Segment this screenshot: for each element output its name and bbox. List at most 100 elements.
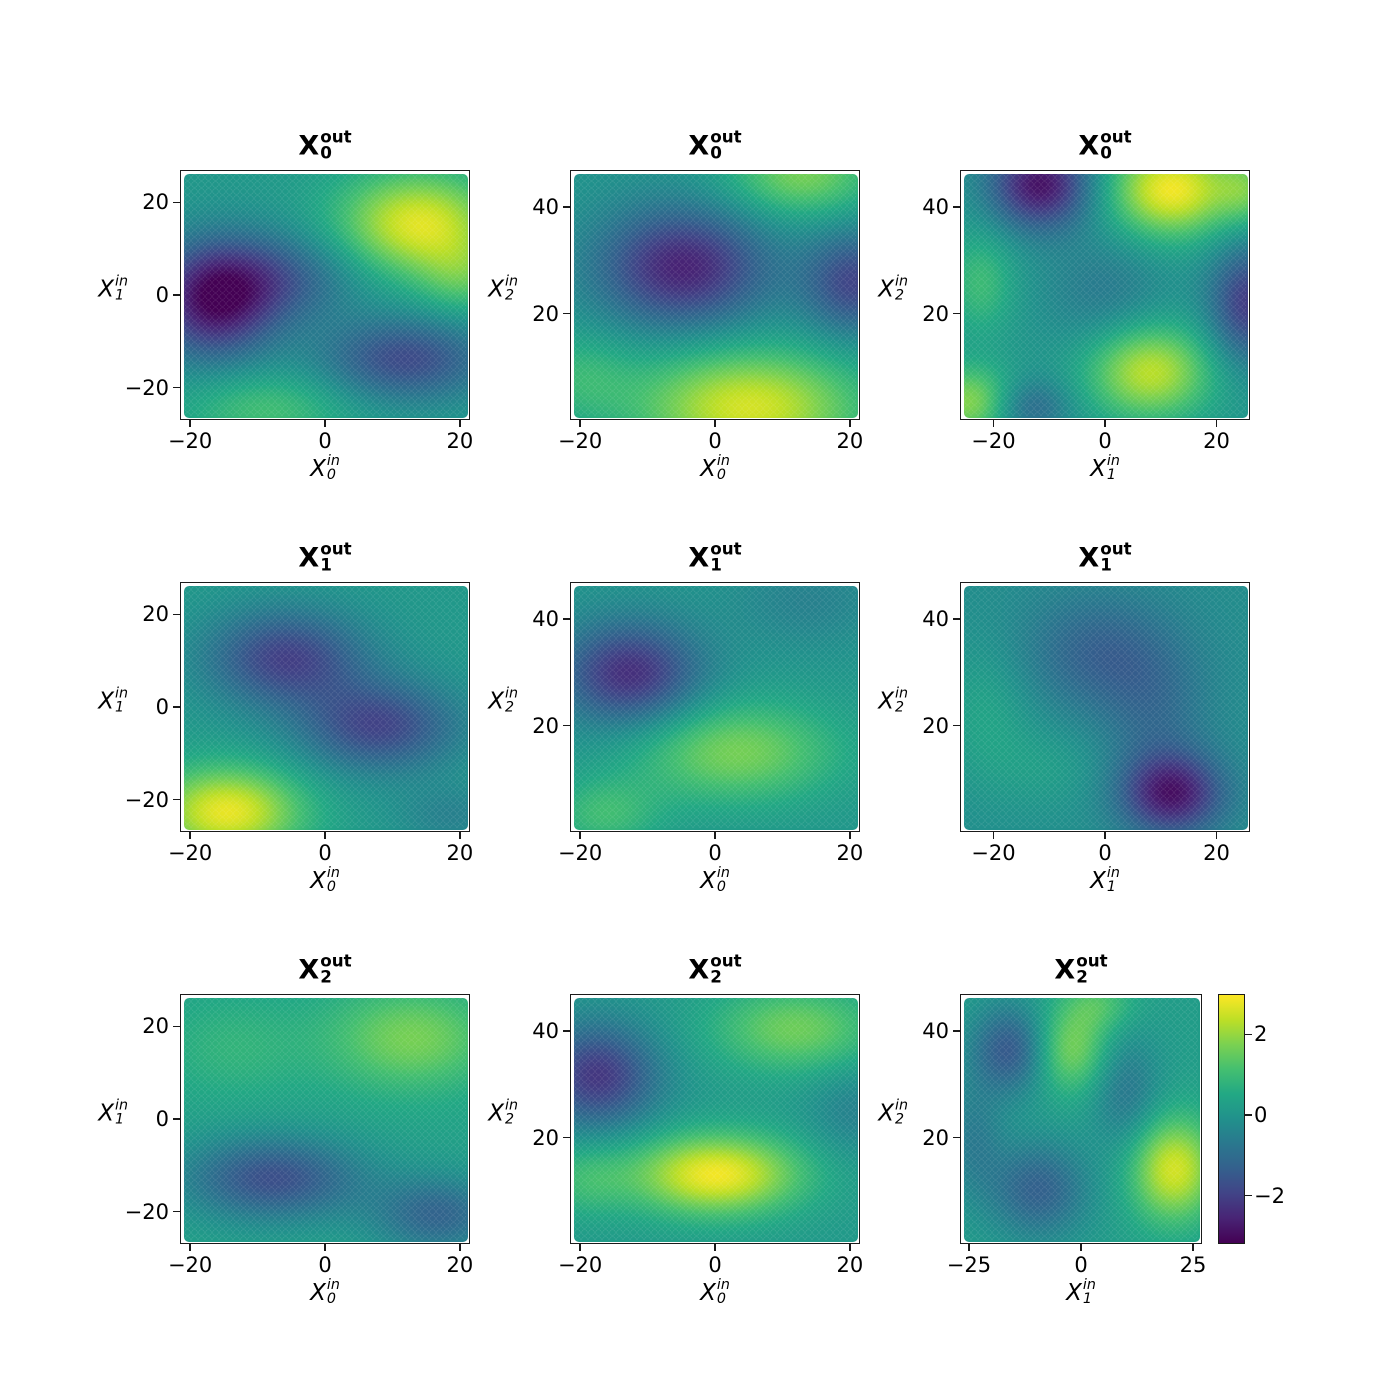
title-superscript: out	[1100, 126, 1132, 147]
y-tick-mark	[563, 1136, 570, 1139]
x-tick-label: −20	[167, 1253, 213, 1277]
colorbar-tick-mark	[1245, 1194, 1252, 1197]
x-tick-label: 0	[1098, 429, 1112, 453]
x-tick-mark	[459, 832, 461, 839]
xlabel-script-stack: in 0	[717, 454, 730, 482]
heatmap-canvas	[964, 586, 1248, 830]
ylabel-superscript: in	[505, 685, 518, 702]
ylabel-superscript: in	[115, 685, 128, 702]
y-tick-label: −20	[124, 375, 169, 400]
y-tick-label: 40	[532, 1019, 559, 1044]
heatmap-canvas	[574, 174, 858, 418]
xlabel-superscript: in	[716, 864, 730, 881]
y-tick-label: 20	[142, 602, 169, 627]
ylabel-superscript: in	[115, 273, 128, 290]
xlabel-superscript: in	[716, 1276, 730, 1293]
y-tick-label: 20	[142, 190, 169, 215]
x-tick-mark	[992, 420, 995, 427]
xlabel-subscript: 1	[1082, 1290, 1092, 1307]
y-tick-mark	[173, 1210, 180, 1213]
colorbar-gradient	[1218, 994, 1245, 1244]
x-tick-mark	[189, 420, 191, 427]
x-tick-label: −25	[946, 1253, 992, 1277]
ylabel-script-stack: in 2	[505, 685, 518, 714]
heatmap-canvas	[964, 998, 1200, 1242]
title-superscript: out	[1076, 950, 1108, 971]
title-subscript: 2	[320, 966, 332, 987]
x-tick-label: 20	[1203, 429, 1230, 453]
xlabel-base: X	[310, 1280, 326, 1307]
title-subscript: 2	[1076, 966, 1088, 987]
x-tick-label: 0	[708, 429, 722, 453]
title-superscript: out	[710, 950, 742, 971]
xlabel-superscript: in	[326, 864, 340, 881]
y-tick-mark	[173, 798, 180, 801]
x-tick-label: −20	[557, 841, 603, 865]
title-subscript: 0	[1100, 142, 1112, 163]
ylabel-base: X	[878, 1100, 894, 1127]
xlabel-script-stack: in 1	[1107, 866, 1120, 894]
ylabel-superscript: in	[115, 1097, 128, 1114]
ylabel-base: X	[878, 688, 894, 715]
ylabel-script-stack: in 2	[505, 274, 518, 303]
x-tick-mark	[849, 420, 851, 427]
xlabel-base: X	[700, 868, 716, 895]
xlabel-superscript: in	[1082, 1276, 1096, 1293]
x-tick-mark	[1080, 1244, 1082, 1251]
x-tick-mark	[849, 832, 851, 839]
x-tick-mark	[714, 420, 716, 427]
ylabel-subscript: 2	[505, 286, 515, 303]
y-tick-label: −20	[124, 1199, 169, 1224]
colorbar-tick-label: 0	[1254, 1102, 1268, 1127]
y-tick-mark	[563, 206, 570, 208]
y-tick-label: 40	[532, 195, 559, 220]
plot-area	[570, 582, 860, 832]
ylabel-script-stack: in 1	[115, 1097, 128, 1126]
ylabel-subscript: 1	[115, 698, 125, 715]
x-tick-mark	[714, 832, 716, 839]
colorbar-tick-label: 2	[1254, 1022, 1268, 1047]
title-subscript: 1	[320, 554, 332, 575]
title-base: X	[298, 542, 320, 574]
y-tick-mark	[953, 618, 960, 620]
x-tick-mark	[992, 832, 995, 839]
ylabel-base: X	[98, 1100, 114, 1127]
y-tick-label: 20	[532, 713, 559, 738]
x-tick-label: −20	[557, 1253, 603, 1277]
title-subscript: 0	[320, 142, 332, 163]
xlabel-script-stack: in 0	[326, 1278, 340, 1307]
y-tick-mark	[173, 201, 180, 204]
x-tick-label: 0	[318, 1253, 332, 1277]
x-tick-mark	[1104, 832, 1106, 839]
y-tick-label: −20	[124, 787, 169, 812]
title-script-stack: out 2	[320, 953, 351, 987]
xlabel-base: X	[1090, 868, 1106, 895]
x-tick-mark	[324, 1244, 326, 1251]
xlabel-subscript: 0	[326, 1290, 336, 1307]
x-tick-label: −20	[167, 841, 213, 865]
x-tick-mark	[849, 1244, 851, 1251]
ylabel-script-stack: in 2	[895, 1098, 908, 1126]
title-script-stack: out 2	[710, 950, 742, 986]
y-tick-mark	[563, 618, 570, 620]
ylabel-superscript: in	[895, 273, 908, 290]
xlabel-script-stack: in 0	[716, 864, 730, 894]
xlabel-script-stack: in 1	[1082, 1276, 1096, 1307]
plot-area	[570, 170, 860, 420]
plot-area	[180, 582, 470, 832]
y-tick-label: 20	[922, 301, 949, 326]
